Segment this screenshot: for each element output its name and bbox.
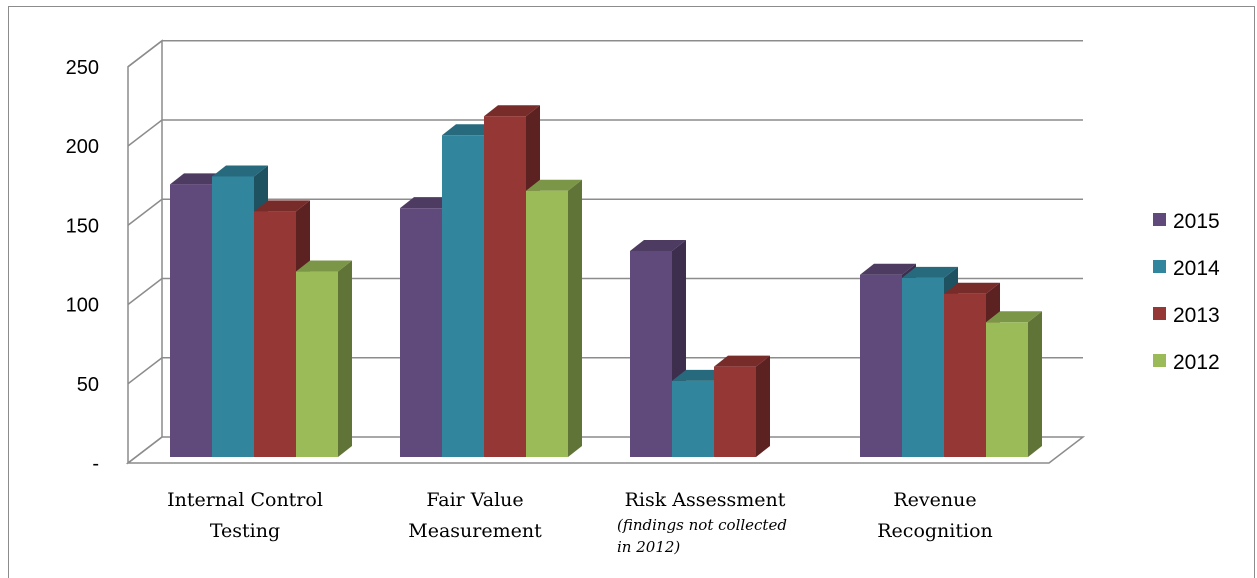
bar-side xyxy=(756,355,770,457)
legend-label: 2012 xyxy=(1173,351,1220,374)
left-wall xyxy=(127,39,163,465)
bar xyxy=(714,355,770,457)
y-tick-label: 200 xyxy=(66,136,99,158)
bar-front xyxy=(986,322,1028,457)
y-tick-label: 150 xyxy=(66,215,99,237)
bar-top xyxy=(714,355,770,367)
legend-swatch xyxy=(1153,260,1166,273)
y-tick-label: 100 xyxy=(66,295,99,317)
category-label: Internal Control xyxy=(167,489,323,511)
bar-top xyxy=(630,239,686,251)
bar-front xyxy=(212,176,254,457)
gridline-diag xyxy=(127,198,163,226)
bar-front xyxy=(170,184,212,457)
bar-side xyxy=(338,260,352,457)
bar-front xyxy=(714,366,756,457)
floor xyxy=(125,436,1086,464)
legend-label: 2014 xyxy=(1173,257,1220,280)
chart-frame xyxy=(8,6,1255,578)
bar xyxy=(902,266,958,457)
bar-side xyxy=(568,179,582,457)
bar-top xyxy=(526,179,582,191)
bar-front xyxy=(254,211,296,457)
bar-front xyxy=(902,277,944,457)
y-axis-ticks: - 50 100 150 200 250 xyxy=(66,57,99,475)
legend-swatch xyxy=(1153,213,1166,226)
bar-front xyxy=(526,190,568,457)
gridline-diag xyxy=(127,357,163,385)
bar-front xyxy=(944,293,986,457)
bar-front xyxy=(630,250,672,457)
bar xyxy=(296,260,352,457)
bar-front xyxy=(860,274,902,457)
bar-top xyxy=(296,260,352,272)
bar xyxy=(986,311,1042,457)
bar-top xyxy=(254,200,310,212)
bar-top xyxy=(212,165,268,177)
gridline-diag xyxy=(127,119,163,147)
bar-front xyxy=(484,116,526,457)
bar-front xyxy=(296,271,338,457)
gridline-diag xyxy=(127,277,163,306)
legend-swatch xyxy=(1153,307,1166,320)
bar-top xyxy=(484,105,540,117)
y-tick-label: 50 xyxy=(77,374,99,396)
bar-top xyxy=(986,311,1042,323)
category-label: Fair Value xyxy=(426,489,523,511)
y-tick-label: 250 xyxy=(66,57,99,79)
legend-label: 2013 xyxy=(1173,304,1220,327)
legend-swatch xyxy=(1153,354,1166,367)
legend-label: 2015 xyxy=(1173,210,1220,233)
category-note: (findings not collected xyxy=(617,516,787,534)
bar-front xyxy=(672,380,714,457)
bar-top xyxy=(902,266,958,278)
category-label: Measurement xyxy=(408,520,542,542)
gridline-diag xyxy=(127,40,163,68)
bar-front xyxy=(442,135,484,457)
bar xyxy=(526,179,582,457)
bar-side xyxy=(1028,311,1042,457)
y-tick-label: - xyxy=(92,453,99,475)
bar-top xyxy=(944,282,1000,294)
category-label: Risk Assessment xyxy=(625,489,786,511)
bar-front xyxy=(400,208,442,457)
category-labels: Internal Control Testing Fair Value Measure… xyxy=(167,489,993,556)
category-label: Testing xyxy=(210,520,280,542)
bar-top xyxy=(860,263,916,275)
legend: 2015 2014 2013 2012 xyxy=(1153,210,1220,374)
bars xyxy=(170,105,1042,458)
category-label: Revenue xyxy=(893,489,976,511)
category-note: in 2012) xyxy=(617,538,680,556)
category-label: Recognition xyxy=(877,520,993,542)
